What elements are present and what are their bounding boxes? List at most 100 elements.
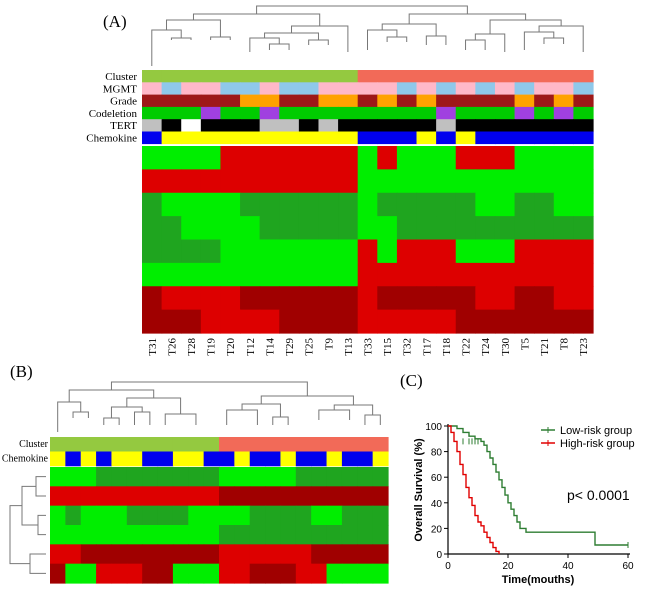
panel-a-label: (A) (103, 12, 127, 31)
heatmap-cell (279, 146, 300, 170)
annotation-cell-grade (377, 94, 398, 108)
heatmap-cell (436, 146, 457, 170)
heatmap-cell (157, 525, 174, 545)
heatmap-cell (220, 216, 241, 241)
heatmap-cell (377, 169, 398, 194)
heatmap-cell (142, 216, 163, 241)
panel-a-heatmap (142, 146, 594, 334)
annotation-cell-chemokine (494, 131, 516, 145)
heatmap-cell (181, 262, 202, 287)
heatmap-cell (111, 467, 128, 487)
annotation-cell-cluster (295, 437, 312, 452)
heatmap-cell (80, 544, 97, 565)
heatmap-cell (111, 505, 128, 526)
dendrogram-link (164, 413, 197, 425)
heatmap-cell (311, 563, 328, 584)
dendrogram-link (134, 411, 151, 425)
heatmap-cell (318, 286, 339, 311)
heatmap-cell (326, 467, 343, 487)
annotation-cell-cluster (200, 70, 222, 83)
heatmap-cell (188, 505, 205, 526)
heatmap-cell (298, 286, 320, 311)
heatmap-cell (200, 192, 222, 217)
annotation-cell-cluster (111, 437, 128, 452)
annotation-cell-chemokine (318, 131, 339, 145)
heatmap-cell (203, 544, 220, 565)
heatmap-cell (126, 486, 143, 507)
heatmap-cell (534, 146, 555, 170)
heatmap-cell (416, 216, 437, 241)
heatmap-cell (534, 169, 555, 194)
sample-label: T30 (500, 338, 512, 356)
heatmap-cell (259, 239, 280, 264)
heatmap-cell (220, 262, 241, 287)
heatmap-cell (280, 486, 297, 507)
heatmap-cell (203, 563, 220, 584)
heatmap-cell (475, 169, 496, 194)
heatmap-cell (573, 286, 594, 311)
annotation-cell-tert (298, 119, 320, 132)
sample-label: T17 (421, 338, 433, 356)
annotation-cell-cluster (338, 70, 359, 83)
dendrogram-link (110, 381, 308, 396)
annotation-cell-mgmt (514, 82, 535, 95)
heatmap-cell (475, 286, 496, 311)
heatmap-cell (161, 169, 182, 194)
dendrogram-link (226, 409, 258, 425)
annotation-cell-grade (396, 94, 418, 108)
heatmap-cell (338, 309, 359, 334)
heatmap-cell (220, 146, 241, 170)
annotation-cell-tert (142, 119, 163, 132)
panel-a-annotation-tracks (142, 70, 594, 145)
heatmap-cell (279, 286, 300, 311)
heatmap-cell (494, 192, 516, 217)
annotation-cell-cluster (377, 70, 398, 83)
annotation-cell-mgmt (494, 82, 516, 95)
km-y-axis-label: Overall Survival (%) (413, 438, 425, 542)
annotation-cell-cluster (455, 70, 476, 83)
heatmap-cell (220, 192, 241, 217)
heatmap-cell (157, 544, 174, 565)
panel-b: (B) Cluster Chemokine (2, 362, 389, 584)
heatmap-cell (111, 486, 128, 507)
annotation-cell-cluster (494, 70, 516, 83)
dendrogram-link (170, 37, 192, 40)
heatmap-cell (219, 563, 235, 584)
heatmap-cell (65, 544, 82, 565)
heatmap-cell (65, 563, 82, 584)
annotation-cell-chemokine (326, 451, 343, 467)
annotation-cell-chemokine (126, 451, 143, 467)
annotation-cell-grade (357, 94, 378, 108)
heatmap-cell (357, 505, 374, 526)
annotation-cell-cluster (203, 437, 220, 452)
heatmap-cell (372, 505, 389, 526)
annotation-cell-codeletion (377, 106, 398, 120)
heatmap-cell (338, 286, 359, 311)
annotation-cell-chemokine (181, 131, 202, 145)
annotation-cell-grade (475, 94, 496, 108)
annotation-label-cluster: Cluster (105, 71, 137, 83)
heatmap-cell (341, 505, 358, 526)
annotation-cell-tert (494, 119, 516, 132)
heatmap-cell (65, 505, 82, 526)
km-x-tick-label: 0 (445, 561, 451, 572)
annotation-cell-codeletion (396, 106, 418, 120)
dendrogram-link (68, 389, 155, 402)
heatmap-cell (318, 146, 339, 170)
heatmap-cell (80, 563, 97, 584)
panel-a: (A) ClusterMGMTGradeCodeletionTERTChemok… (86, 5, 594, 356)
annotation-cell-codeletion (259, 106, 280, 120)
km-x-axis-label: Time(mouths) (502, 574, 575, 586)
panel-b-label: (B) (10, 362, 33, 381)
heatmap-cell (396, 262, 418, 287)
annotation-cell-chemokine (265, 451, 282, 467)
annotation-cell-chemokine (475, 131, 496, 145)
heatmap-cell (203, 525, 220, 545)
heatmap-cell (573, 192, 594, 217)
annotation-cell-tert (181, 119, 202, 132)
dendrogram-link (425, 35, 447, 45)
heatmap-cell (188, 544, 205, 565)
dendrogram-link (291, 25, 349, 52)
sample-label: T23 (578, 338, 590, 356)
heatmap-cell (219, 486, 235, 507)
